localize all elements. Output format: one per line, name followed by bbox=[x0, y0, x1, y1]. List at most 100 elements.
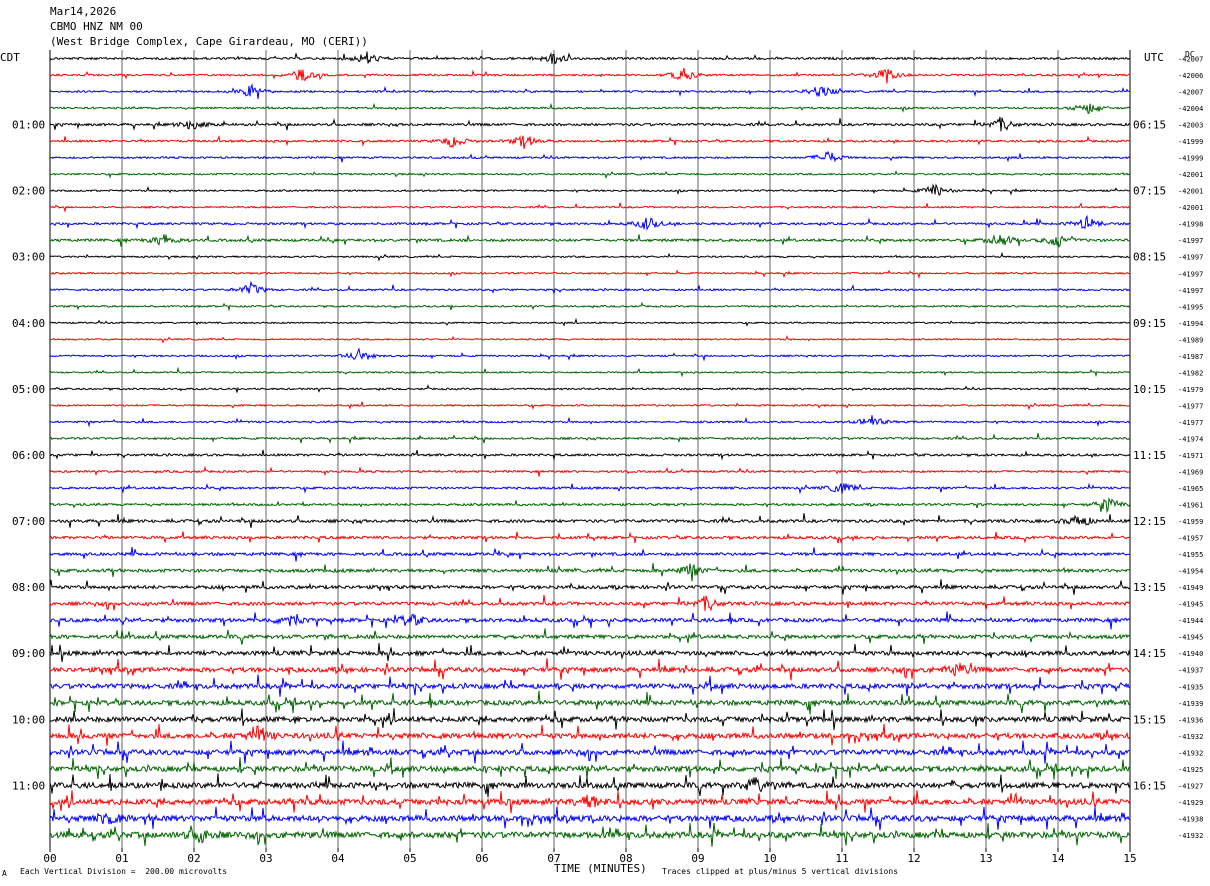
dc-offset-value: -41971 bbox=[1178, 452, 1203, 460]
x-tick-label: 09 bbox=[691, 852, 704, 865]
x-tick-label: 02 bbox=[187, 852, 200, 865]
dc-offset-value: -41927 bbox=[1178, 782, 1203, 790]
dc-offset-value: -42001 bbox=[1178, 204, 1203, 212]
right-hour-label: 16:15 bbox=[1133, 779, 1166, 792]
trace-line bbox=[49, 335, 1131, 344]
trace-line bbox=[49, 449, 1131, 461]
trace-line bbox=[49, 170, 1131, 180]
dc-offset-value: -42006 bbox=[1178, 72, 1203, 80]
dc-offset-value: -41977 bbox=[1178, 419, 1203, 427]
left-hour-label: 06:00 bbox=[12, 449, 45, 462]
trace-line bbox=[49, 415, 1131, 428]
x-tick-label: 07 bbox=[547, 852, 560, 865]
dc-offset-value: -41977 bbox=[1178, 402, 1203, 410]
trace-line bbox=[49, 513, 1131, 528]
dc-offset-value: -41969 bbox=[1178, 469, 1203, 477]
dc-offset-value: -41944 bbox=[1178, 617, 1203, 625]
dc-offset-value: -41954 bbox=[1178, 568, 1203, 576]
trace-line bbox=[50, 135, 1131, 149]
trace-line bbox=[49, 773, 1131, 798]
vertical-scale-note: Each Vertical Division = 200.00 microvol… bbox=[20, 867, 228, 876]
left-hour-label: 08:00 bbox=[12, 581, 45, 594]
dc-offset-value: -41932 bbox=[1178, 733, 1203, 741]
dc-offset-value: -41997 bbox=[1178, 270, 1203, 278]
trace-line bbox=[49, 690, 1131, 715]
hour-labels: 01:00 02:00 03:00 04:00 05:00 06:00 07:00 08:00… bbox=[12, 119, 1166, 793]
trace-line bbox=[49, 594, 1131, 612]
right-hour-label: 13:15 bbox=[1133, 581, 1166, 594]
trace-line bbox=[49, 547, 1131, 562]
trace-line bbox=[50, 183, 1130, 196]
trace-line bbox=[49, 317, 1131, 327]
trace-line bbox=[49, 674, 1131, 697]
right-hour-label: 06:15 bbox=[1133, 119, 1166, 132]
dc-offset-value: -41945 bbox=[1178, 634, 1203, 642]
dc-offset-value: -41997 bbox=[1178, 287, 1203, 295]
dc-offset-value: -41955 bbox=[1178, 551, 1203, 559]
x-axis-title: TIME (MINUTES) bbox=[554, 862, 647, 875]
dc-offset-value: -41979 bbox=[1178, 386, 1203, 394]
dc-offset-value: -41974 bbox=[1178, 435, 1203, 443]
trace-line bbox=[49, 301, 1131, 312]
dc-offset-value: -41932 bbox=[1178, 832, 1203, 840]
trace-line bbox=[49, 823, 1131, 847]
station-code: CBMO HNZ NM 00 bbox=[50, 20, 143, 33]
dc-offset-value: -41925 bbox=[1178, 766, 1203, 774]
trace-rows bbox=[49, 51, 1131, 847]
trace-line bbox=[49, 628, 1131, 645]
clipping-note: Traces clipped at plus/minus 5 vertical … bbox=[662, 867, 899, 876]
x-tick-label: 13 bbox=[979, 852, 992, 865]
trace-line bbox=[49, 214, 1131, 231]
trace-line bbox=[49, 611, 1131, 630]
right-timezone-label: UTC bbox=[1144, 51, 1164, 64]
trace-line bbox=[49, 269, 1131, 279]
trace-line bbox=[49, 563, 1131, 582]
trace-line bbox=[49, 51, 1131, 65]
x-tick-label: 08 bbox=[619, 852, 632, 865]
x-tick-label: 04 bbox=[331, 852, 345, 865]
dc-offset-value: -41998 bbox=[1178, 221, 1203, 229]
dc-offset-value: -41935 bbox=[1178, 683, 1203, 691]
trace-line bbox=[49, 740, 1131, 764]
dc-offset-value: -41989 bbox=[1178, 336, 1203, 344]
trace-line bbox=[49, 579, 1131, 595]
trace-line bbox=[49, 251, 1131, 262]
trace-line bbox=[49, 482, 1131, 495]
dc-offset-value: -41929 bbox=[1178, 799, 1203, 807]
dc-offset-value: -41997 bbox=[1178, 254, 1203, 262]
left-hour-label: 11:00 bbox=[12, 779, 45, 792]
trace-line bbox=[49, 384, 1131, 393]
trace-line bbox=[49, 67, 1130, 84]
x-tick-label: 10 bbox=[763, 852, 776, 865]
dc-offset-value: -41995 bbox=[1178, 303, 1203, 311]
dc-offset-value: -42001 bbox=[1178, 188, 1203, 196]
right-hour-label: 11:15 bbox=[1133, 449, 1166, 462]
trace-line bbox=[49, 347, 1131, 362]
dc-offset-value: -42004 bbox=[1178, 105, 1203, 113]
right-hour-label: 08:15 bbox=[1133, 251, 1166, 264]
dc-offset-value: -41959 bbox=[1178, 518, 1203, 526]
left-hour-label: 09:00 bbox=[12, 647, 45, 660]
x-tick-label: 14 bbox=[1051, 852, 1065, 865]
dc-offset-value: -41938 bbox=[1178, 815, 1203, 823]
left-hour-label: 03:00 bbox=[12, 251, 45, 264]
left-hour-label: 07:00 bbox=[12, 515, 45, 528]
trace-line bbox=[49, 401, 1131, 411]
right-hour-label: 07:15 bbox=[1133, 185, 1166, 198]
trace-line bbox=[49, 83, 1131, 99]
dc-offset-value: -41949 bbox=[1178, 584, 1203, 592]
right-hour-label: 09:15 bbox=[1133, 317, 1166, 330]
dc-offset-value: -41940 bbox=[1178, 650, 1203, 658]
trace-line bbox=[49, 496, 1131, 514]
trace-line bbox=[49, 723, 1131, 746]
trace-line bbox=[49, 806, 1131, 831]
dc-offset-value: -41937 bbox=[1178, 667, 1203, 675]
x-tick-label: 11 bbox=[835, 852, 848, 865]
dc-offset-value: -42007 bbox=[1178, 89, 1203, 97]
x-tick-label: 05 bbox=[403, 852, 416, 865]
x-axis-ticks: 00 01 02 03 04 05 06 07 08 09 10 11 12 13 14 15 bbox=[43, 848, 1137, 865]
trace-line bbox=[49, 642, 1131, 663]
dc-offset-value: -41932 bbox=[1178, 749, 1203, 757]
left-hour-label: 01:00 bbox=[12, 119, 45, 132]
x-tick-label: 12 bbox=[907, 852, 920, 865]
